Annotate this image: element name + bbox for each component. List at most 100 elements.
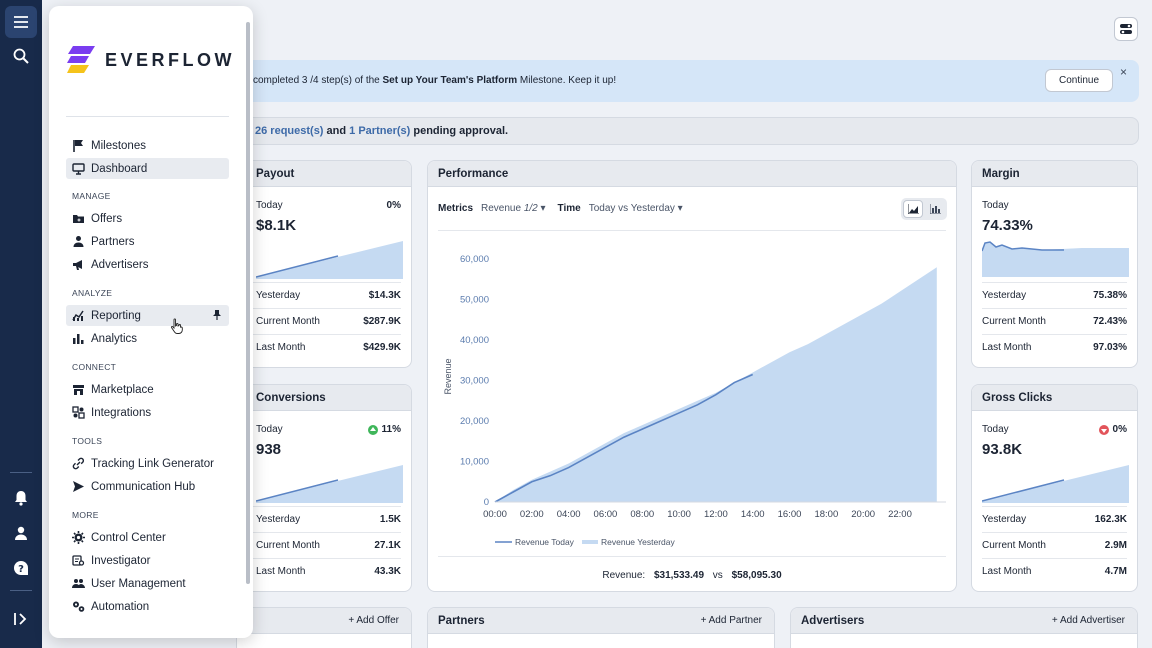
sidebar-item-investigator[interactable]: Investigator (66, 550, 229, 571)
sidebar-item-dashboard[interactable]: Dashboard (66, 158, 229, 179)
area-chart-icon[interactable] (903, 200, 923, 218)
investigator-icon (72, 554, 85, 567)
x-tick-label: 12:00 (704, 509, 728, 520)
kv-row: Current Month 2.9M (982, 539, 1127, 551)
sidebar-item-label: Tracking Link Generator (91, 457, 214, 470)
search-icon[interactable] (5, 40, 37, 72)
advertisers-card: Advertisers + Add Advertiser (790, 607, 1138, 648)
sidebar-item-marketplace[interactable]: Marketplace (66, 379, 229, 400)
sidebar-item-label: Automation (91, 600, 150, 613)
sidebar-item-integrations[interactable]: Integrations (66, 402, 229, 423)
x-tick-label: 00:00 (483, 509, 507, 520)
payout-card: Payout Today 0% $8.1K Yesterday $14.3K Cu… (236, 160, 412, 368)
sidebar-item-label: Dashboard (91, 162, 148, 175)
today-value: $8.1K (256, 217, 297, 234)
y-tick-label: 30,000 (460, 376, 489, 387)
everflow-logo: EVERFLOW (67, 46, 235, 74)
chart-type-toggle (901, 198, 947, 220)
sidebar-item-label: Reporting (91, 309, 141, 322)
settings-toggle-button[interactable] (1114, 17, 1138, 41)
sidebar-item-tracking-link-generator[interactable]: Tracking Link Generator (66, 453, 229, 474)
monitor-icon (72, 162, 85, 175)
performance-card: Performance Metrics Revenue 1/2 ▾ Time T… (427, 160, 957, 592)
section-heading-connect: CONNECT (72, 362, 117, 372)
gross-clicks-sparkline (982, 465, 1129, 503)
integrations-icon (72, 406, 85, 419)
x-tick-label: 06:00 (594, 509, 618, 520)
add-offer-button[interactable]: + Add Offer (348, 615, 399, 626)
card-title: Performance (428, 161, 956, 187)
sidebar-item-user-management[interactable]: User Management (66, 573, 229, 594)
person-icon (72, 235, 85, 248)
section-heading-more: MORE (72, 510, 99, 520)
x-tick-label: 04:00 (557, 509, 581, 520)
bar-chart-icon[interactable] (926, 200, 945, 218)
legend-label-today: Revenue Today (515, 537, 575, 547)
user-icon[interactable] (5, 517, 37, 549)
megaphone-icon (72, 258, 85, 271)
bell-icon[interactable] (5, 482, 37, 514)
x-tick-label: 22:00 (888, 509, 912, 520)
sidebar-item-communication-hub[interactable]: Communication Hub (66, 476, 229, 497)
sidebar-item-label: User Management (91, 577, 186, 590)
x-tick-label: 18:00 (814, 509, 838, 520)
card-title: Margin (972, 161, 1137, 187)
add-advertiser-button[interactable]: + Add Advertiser (1051, 615, 1125, 626)
sidebar-item-control-center[interactable]: Control Center (66, 527, 229, 548)
requests-link[interactable]: 26 request(s) (255, 125, 324, 137)
continue-button[interactable]: Continue (1045, 69, 1113, 92)
send-icon (72, 480, 85, 493)
kv-row: Current Month $287.9K (256, 315, 401, 327)
y-tick-label: 60,000 (460, 254, 489, 265)
close-icon[interactable]: × (1120, 65, 1128, 79)
sidebar-item-label: Analytics (91, 332, 138, 345)
kv-row: Last Month 4.7M (982, 565, 1127, 577)
time-select[interactable]: Today vs Yesterday ▾ (588, 203, 683, 214)
sidebar-item-milestones[interactable]: Milestones (66, 135, 229, 156)
store-icon (72, 383, 85, 396)
sidebar-item-reporting[interactable]: Reporting (66, 305, 229, 326)
svg-text:?: ? (18, 564, 24, 575)
navigation-drawer: EVERFLOW Milestones Dashboard MANAGE Offers… (49, 6, 253, 638)
add-partner-button[interactable]: + Add Partner (700, 615, 762, 626)
sidebar-item-label: Control Center (91, 531, 166, 544)
kv-row: Last Month $429.9K (256, 341, 401, 353)
change-badge: 11% (367, 424, 401, 435)
change-badge: 0% (386, 200, 401, 211)
metrics-select[interactable]: Revenue 1/2 ▾ (481, 203, 546, 214)
kv-row: Current Month 27.1K (256, 539, 401, 551)
drawer-scrollbar[interactable] (246, 22, 250, 584)
partners-pending-link[interactable]: 1 Partner(s) (349, 125, 411, 137)
kv-row: Yesterday $14.3K (256, 289, 401, 301)
help-icon[interactable]: ? (5, 552, 37, 584)
partners-card: Partners + Add Partner (427, 607, 775, 648)
milestone-banner: completed 3 /4 step(s) of the Set up You… (236, 60, 1139, 102)
pin-icon[interactable] (213, 310, 221, 323)
kv-row: Yesterday 162.3K (982, 513, 1127, 525)
performance-chart: 0 10,000 20,000 30,000 40,000 50,000 60,000 00:… (443, 254, 946, 547)
sidebar-item-automation[interactable]: Automation (66, 596, 229, 617)
link-icon (72, 457, 85, 470)
section-heading-analyze: ANALYZE (72, 288, 113, 298)
sidebar-item-advertisers[interactable]: Advertisers (66, 254, 229, 275)
sidebar-item-label: Investigator (91, 554, 151, 567)
y-tick-label: 20,000 (460, 416, 489, 427)
legend-label-yesterday: Revenue Yesterday (601, 537, 675, 547)
sidebar-item-offers[interactable]: Offers (66, 208, 229, 229)
y-tick-label: 0 (484, 497, 489, 508)
revenue-summary: Revenue: $31,533.49 vs $58,095.30 (602, 570, 782, 581)
x-tick-label: 20:00 (851, 509, 875, 520)
x-tick-label: 16:00 (778, 509, 802, 520)
users-icon (72, 577, 85, 590)
y-tick-label: 10,000 (460, 457, 489, 468)
y-axis-label: Revenue (443, 358, 453, 394)
chart-controls: Metrics Revenue 1/2 ▾ Time Today vs Yest… (438, 203, 683, 214)
kv-row: Current Month 72.43% (982, 315, 1127, 327)
automation-icon (72, 600, 85, 613)
menu-icon[interactable] (5, 6, 37, 38)
card-title: Partners (438, 614, 485, 627)
sidebar-item-analytics[interactable]: Analytics (66, 328, 229, 349)
expand-icon[interactable] (5, 603, 37, 635)
sidebar-item-partners[interactable]: Partners (66, 231, 229, 252)
x-tick-label: 08:00 (630, 509, 654, 520)
